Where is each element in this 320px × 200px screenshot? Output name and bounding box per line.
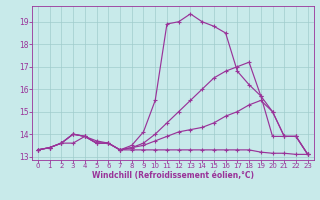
X-axis label: Windchill (Refroidissement éolien,°C): Windchill (Refroidissement éolien,°C): [92, 171, 254, 180]
